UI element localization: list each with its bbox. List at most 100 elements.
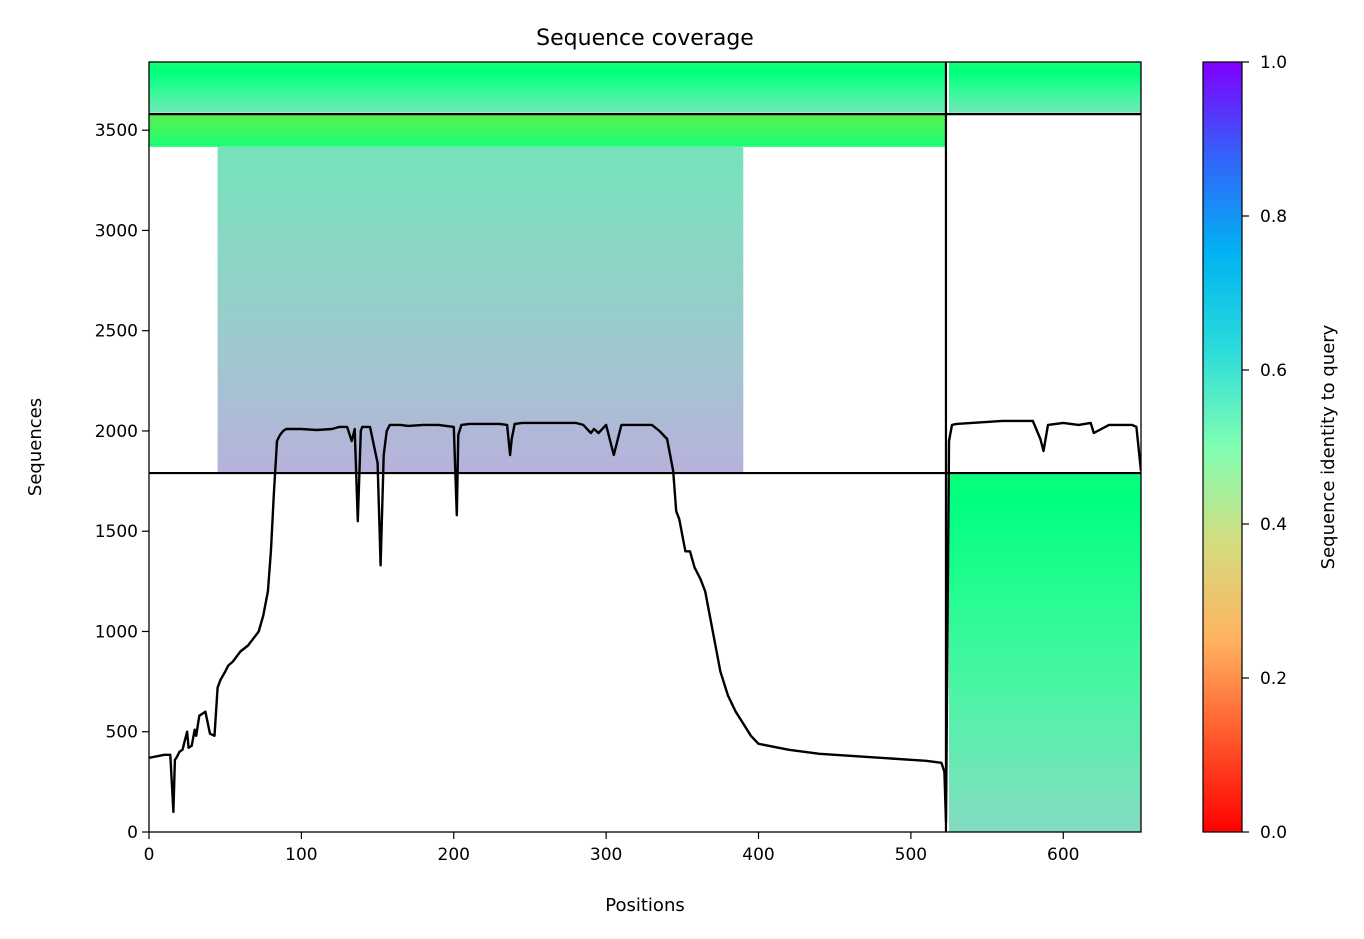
heatmap-band <box>949 83 1141 86</box>
chart-title: Sequence coverage <box>536 26 754 51</box>
heatmap-band <box>949 82 1141 84</box>
heatmap-band <box>949 87 1141 90</box>
heatmap-band <box>149 104 946 107</box>
heatmap-band <box>949 658 1141 666</box>
heatmap-band <box>149 79 946 81</box>
y-tick-label: 500 <box>106 723 138 743</box>
heatmap-band <box>949 76 1141 78</box>
heatmap-band <box>949 71 1141 73</box>
heatmap-band <box>217 168 744 175</box>
heatmap-band <box>149 91 946 93</box>
heatmap-band <box>149 72 946 75</box>
heatmap-band <box>149 67 946 70</box>
heatmap-band <box>149 86 946 88</box>
heatmap-band <box>949 87 1141 89</box>
heatmap-band <box>149 74 946 76</box>
colorbar-tick-label: 0.4 <box>1260 515 1287 535</box>
heatmap-band <box>949 724 1141 731</box>
heatmap-band <box>149 85 946 87</box>
heatmap-band <box>949 814 1141 821</box>
heatmap-band <box>217 271 744 278</box>
y-tick-label: 2000 <box>95 422 138 442</box>
heatmap-band <box>949 580 1141 588</box>
y-tick-label: 1500 <box>95 522 138 542</box>
heatmap-band <box>949 628 1141 636</box>
y-tick-label: 0 <box>127 823 138 843</box>
heatmap-block-chain-a-paired-high-identity <box>149 114 946 147</box>
heatmap-band <box>217 375 744 382</box>
y-tick-label: 2500 <box>95 322 138 342</box>
heatmap-band <box>149 107 946 109</box>
heatmap-band <box>949 491 1141 498</box>
heatmap-band <box>949 718 1141 725</box>
heatmap-band <box>949 676 1141 684</box>
heatmap-band <box>949 568 1141 576</box>
heatmap-band <box>149 77 946 80</box>
heatmap-band <box>949 110 1141 112</box>
heatmap-band <box>949 634 1141 642</box>
heatmap-band <box>949 68 1141 71</box>
heatmap-band <box>949 796 1141 803</box>
heatmap-band <box>149 64 946 66</box>
heatmap-band <box>149 106 946 108</box>
heatmap-band <box>217 211 744 218</box>
heatmap-band <box>949 640 1141 648</box>
heatmap-band <box>949 514 1141 522</box>
heatmap-band <box>949 706 1141 713</box>
heatmap-band <box>149 63 946 66</box>
heatmap-band <box>217 434 744 441</box>
plot-frame <box>148 61 1142 833</box>
heatmap-band <box>949 95 1141 97</box>
heatmap-band <box>217 189 744 196</box>
heatmap-band <box>217 347 744 354</box>
heatmap-band <box>949 90 1141 92</box>
heatmap-band <box>949 808 1141 815</box>
coverage-line-layer <box>149 419 1141 824</box>
heatmap-band <box>217 424 744 431</box>
heatmap-band <box>149 72 946 74</box>
heatmap-band <box>149 98 946 101</box>
heatmap-band <box>949 88 1141 91</box>
colorbar-tick-label: 0.2 <box>1260 669 1287 689</box>
colorbar-tick-label: 0.0 <box>1260 823 1287 843</box>
heatmap-band <box>949 67 1141 70</box>
heatmap-band <box>149 62 946 65</box>
heatmap-band <box>949 103 1141 106</box>
heatmap-band <box>217 184 744 191</box>
heatmap-band <box>217 255 744 262</box>
heatmap-band <box>949 77 1141 79</box>
heatmap-band <box>149 81 946 83</box>
heatmap-band <box>949 790 1141 797</box>
colorbar-label: Sequence identity to query <box>1318 324 1339 569</box>
heatmap-band <box>949 502 1141 510</box>
heatmap-band <box>949 646 1141 654</box>
heatmap-band <box>149 76 946 78</box>
heatmap-block-chain-a-top-group <box>149 62 946 113</box>
heatmap-band <box>949 80 1141 82</box>
heatmap-band <box>949 108 1141 111</box>
heatmap-band <box>949 107 1141 109</box>
heatmap-band <box>949 70 1141 72</box>
heatmap-band <box>949 89 1141 92</box>
heatmap-band <box>217 451 744 458</box>
heatmap-band <box>949 772 1141 779</box>
heatmap-band <box>949 106 1141 108</box>
heatmap-band <box>217 157 744 164</box>
heatmap-band <box>949 604 1141 612</box>
colorbar-tick-label: 0.6 <box>1260 361 1287 381</box>
y-tick-label: 1000 <box>95 622 138 642</box>
heatmap-band <box>149 71 946 73</box>
heatmap-band <box>949 82 1141 85</box>
x-tick-label: 300 <box>590 845 622 865</box>
heatmap-band <box>149 101 946 103</box>
heatmap-band <box>949 670 1141 678</box>
heatmap-band <box>217 456 744 463</box>
heatmap-band <box>217 298 744 305</box>
heatmap-band <box>949 688 1141 696</box>
heatmap-band <box>949 532 1141 540</box>
heatmap-band <box>217 320 744 327</box>
heatmap-band <box>949 538 1141 546</box>
x-tick-label: 500 <box>895 845 927 865</box>
heatmap-band <box>217 467 744 474</box>
